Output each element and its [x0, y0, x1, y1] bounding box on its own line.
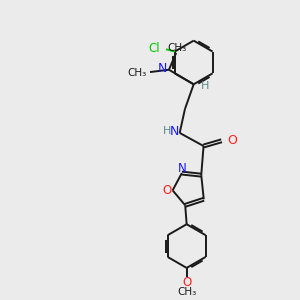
Text: O: O: [227, 134, 237, 147]
Text: N: N: [169, 125, 179, 138]
Text: N: N: [158, 62, 167, 75]
Text: O: O: [162, 184, 171, 197]
Text: H: H: [163, 127, 172, 136]
Text: CH₃: CH₃: [167, 43, 186, 52]
Text: O: O: [182, 276, 191, 289]
Text: N: N: [178, 162, 187, 175]
Text: Cl: Cl: [148, 42, 160, 55]
Text: H: H: [201, 81, 209, 91]
Text: CH₃: CH₃: [177, 287, 196, 297]
Text: CH₃: CH₃: [127, 68, 146, 78]
